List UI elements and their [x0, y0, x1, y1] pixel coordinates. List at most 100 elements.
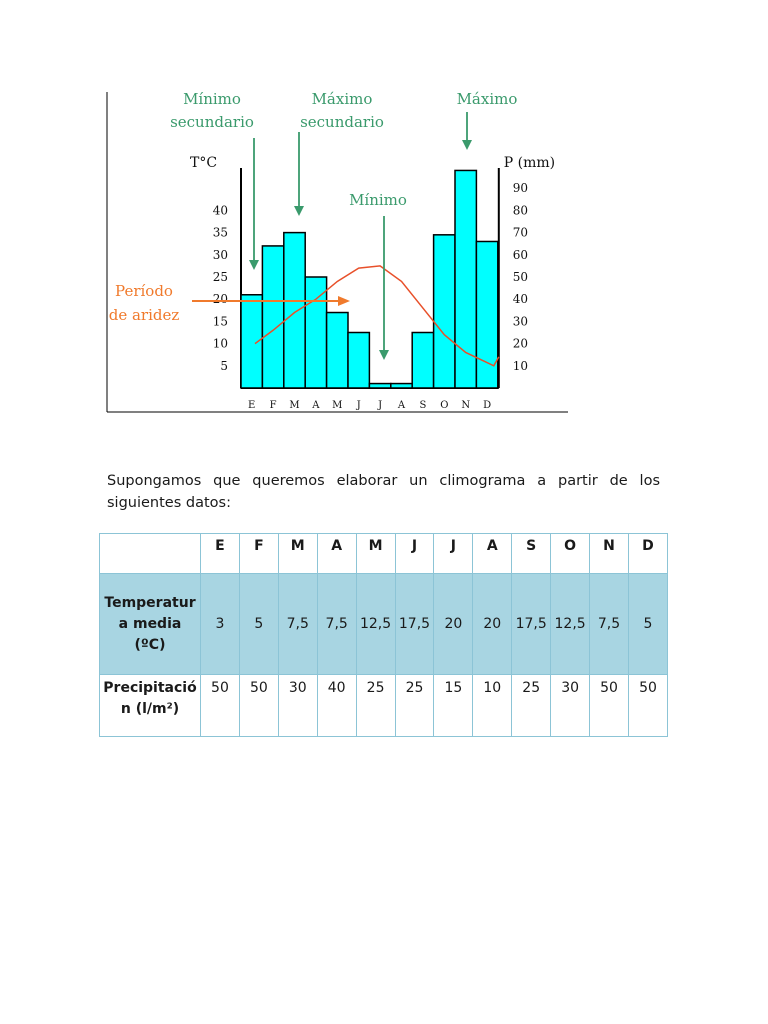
month-header: E	[200, 533, 240, 574]
month-header: J	[433, 533, 474, 574]
precipitation-cell: 40	[316, 674, 357, 737]
temperature-cell: 12,5	[355, 573, 396, 675]
month-label: F	[270, 400, 277, 411]
month-header: M	[277, 533, 318, 574]
month-label: D	[483, 400, 491, 411]
month-label: A	[311, 400, 320, 411]
temperature-tick-label: 35	[213, 226, 228, 240]
temperature-axis-title: T°C	[190, 155, 217, 171]
temperature-cell: 17,5	[394, 573, 435, 675]
temperature-cell: 3	[200, 573, 240, 675]
precipitation-tick-label: 30	[513, 314, 528, 328]
month-label: S	[419, 400, 426, 411]
precipitation-cell: 50	[589, 674, 629, 737]
temperature-tick-label: 20	[213, 292, 228, 306]
precipitation-bar	[347, 331, 371, 389]
temperature-row-label: Temperatura media (ºC)	[99, 573, 201, 675]
annotation-label: Máximo	[457, 90, 518, 108]
precipitation-tick-label: 10	[513, 359, 528, 373]
aridity-arrowhead	[338, 296, 350, 306]
month-header: F	[238, 533, 279, 574]
precipitation-bar	[368, 382, 392, 389]
precipitation-cell: 50	[200, 674, 240, 737]
temperature-cell: 5	[238, 573, 279, 675]
temperature-cell: 17,5	[511, 573, 552, 675]
month-label: N	[461, 400, 470, 411]
precipitation-cell: 50	[238, 674, 279, 737]
month-label: M	[332, 400, 342, 411]
precipitation-bar	[390, 382, 413, 389]
annotation-arrowhead	[379, 350, 389, 360]
axis-labels: T°C P (mm)	[190, 155, 555, 171]
month-header: N	[589, 533, 629, 574]
table-corner-cell	[99, 533, 201, 574]
precipitation-cell: 25	[394, 674, 435, 737]
month-header: D	[627, 533, 669, 574]
axis-ticks: 5 10 15 20 25 30 35 40 10 20 30 40 50 60 70 80 90 E F M A M J J…	[213, 181, 528, 411]
annotations: Mínimo secundario Máximo secundario Mínimo Má…	[109, 90, 518, 360]
precipitation-cell: 25	[511, 674, 552, 737]
month-header: O	[550, 533, 591, 574]
precipitation-row: Precipitación (l/m²) 50 50 30 40 25 25 1…	[99, 674, 669, 737]
temperature-cell: 12,5	[550, 573, 591, 675]
temperature-cell: 20	[433, 573, 474, 675]
temperature-tick-label: 10	[213, 337, 228, 351]
precipitation-tick-label: 40	[513, 292, 528, 306]
month-label: J	[377, 400, 382, 411]
precipitation-tick-label: 50	[513, 270, 528, 284]
precipitation-tick-label: 70	[513, 226, 528, 240]
temperature-tick-label: 15	[213, 314, 228, 328]
climograph-chart: 5 10 15 20 25 30 35 40 10 20 30 40 50 60 70 80 90 E F M A M J J…	[106, 90, 568, 413]
precipitation-tick-label: 60	[513, 248, 528, 262]
temperature-tick-label: 25	[213, 270, 228, 284]
intro-paragraph: Supongamos que queremos elaborar un clim…	[107, 473, 660, 511]
month-header: A	[472, 533, 513, 574]
precipitation-tick-label: 20	[513, 337, 528, 351]
month-label: O	[440, 400, 448, 411]
annotation-label: Mínimo	[349, 191, 407, 209]
precipitation-cell: 50	[627, 674, 669, 737]
temperature-tick-label: 30	[213, 248, 228, 262]
month-label: J	[356, 400, 361, 411]
month-header: A	[316, 533, 357, 574]
temperature-tick-label: 5	[220, 359, 228, 373]
precipitation-row-label: Precipitación (l/m²)	[99, 674, 201, 737]
temperature-cell: 5	[627, 573, 669, 675]
precipitation-bar	[475, 240, 499, 389]
annotation-arrowhead	[249, 260, 259, 270]
temperature-cell: 20	[472, 573, 513, 675]
annotation-arrowhead	[294, 206, 304, 216]
aridity-label: Período de aridez	[109, 282, 180, 324]
month-label: A	[397, 400, 406, 411]
precipitation-bar	[411, 331, 435, 389]
precipitation-bar	[283, 231, 306, 389]
temperature-line-group	[254, 265, 500, 367]
precipitation-tick-label: 90	[513, 181, 528, 195]
month-header: S	[511, 533, 552, 574]
precipitation-bars	[240, 169, 499, 389]
temperature-tick-label: 40	[213, 203, 228, 217]
annotation-arrowhead	[462, 140, 472, 150]
month-label: E	[248, 400, 255, 411]
annotation-label: Máximo secundario	[300, 90, 384, 131]
precipitation-bar	[432, 234, 456, 389]
table-header-row: E F M A M J J A S O N D	[99, 533, 669, 574]
precipitation-cell: 10	[472, 674, 513, 737]
precipitation-cell: 25	[355, 674, 396, 737]
climate-data-table: E F M A M J J A S O N D Temperatura medi…	[99, 533, 669, 737]
precipitation-axis-title: P (mm)	[504, 155, 555, 171]
temperature-cell: 7,5	[316, 573, 357, 675]
precipitation-cell: 15	[433, 674, 474, 737]
precipitation-bar	[261, 245, 285, 389]
temperature-row: Temperatura media (ºC) 3 5 7,5 7,5 12,5 …	[99, 573, 669, 675]
precipitation-tick-label: 80	[513, 203, 528, 217]
precipitation-cell: 30	[550, 674, 591, 737]
temperature-cell: 7,5	[589, 573, 629, 675]
annotation-label: Mínimo secundario	[170, 90, 254, 131]
month-header: J	[394, 533, 435, 574]
month-label: M	[289, 400, 299, 411]
temperature-line	[254, 265, 500, 367]
precipitation-cell: 30	[277, 674, 318, 737]
temperature-cell: 7,5	[277, 573, 318, 675]
month-header: M	[355, 533, 396, 574]
